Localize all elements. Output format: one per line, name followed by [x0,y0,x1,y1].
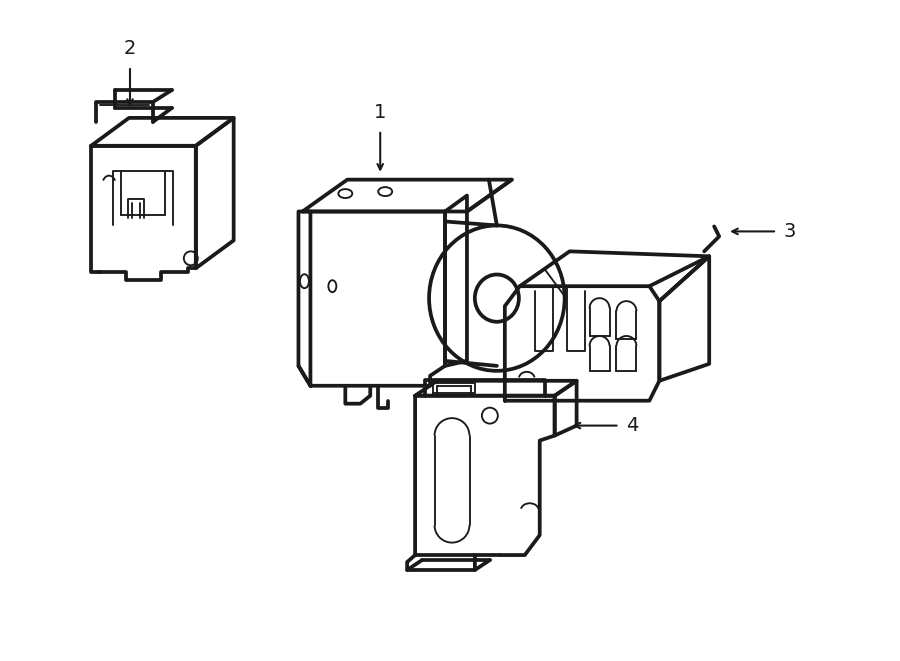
Text: 1: 1 [374,103,386,122]
Text: 3: 3 [784,222,796,241]
Text: 4: 4 [626,416,639,435]
Text: 2: 2 [124,39,136,58]
